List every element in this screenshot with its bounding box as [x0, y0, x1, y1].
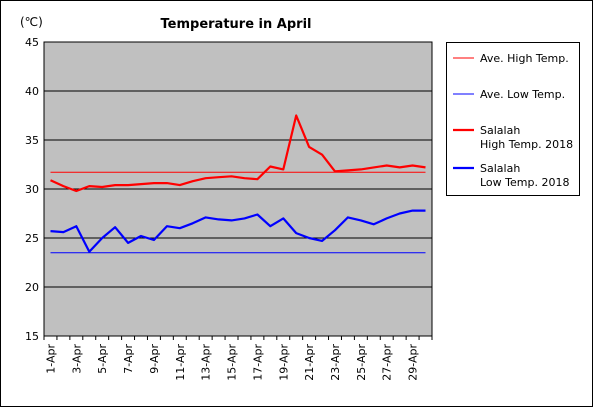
legend-label: Ave. Low Temp.: [480, 88, 565, 101]
x-tick-label: 23-Apr: [329, 344, 342, 381]
y-tick-label: 25: [25, 232, 39, 245]
series-line-3: [50, 209, 426, 253]
x-tick-label: 11-Apr: [174, 344, 187, 381]
legend-label: High Temp. 2018: [480, 138, 573, 151]
legend-label: Salalah: [480, 162, 520, 175]
x-tick-label: 25-Apr: [355, 344, 368, 381]
y-tick-label: 20: [25, 281, 39, 294]
y-tick-label: 40: [25, 85, 39, 98]
x-tick-label: 19-Apr: [277, 344, 290, 381]
y-tick-label: 15: [25, 330, 39, 343]
y-tick-label: 35: [25, 134, 39, 147]
legend-box: [446, 42, 580, 196]
x-tick-label: 21-Apr: [303, 344, 316, 381]
x-tick-label: 17-Apr: [251, 344, 264, 381]
x-tick-label: 27-Apr: [381, 344, 394, 381]
x-tick-label: 3-Apr: [70, 344, 83, 374]
x-tick-label: 9-Apr: [148, 344, 161, 374]
x-tick-label: 7-Apr: [122, 344, 135, 374]
x-tick-label: 5-Apr: [96, 344, 109, 374]
x-axis-ticks: 1-Apr 3-Apr 5-Apr 7-Apr 9-Apr 11-Apr 13-Apr 15-…: [43, 336, 433, 381]
x-tick-label: 15-Apr: [226, 344, 239, 381]
legend: Ave. High Temp.Ave. Low Temp.SalalahHigh…: [453, 52, 573, 189]
chart-title: Temperature in April: [161, 17, 312, 32]
legend-label: Salalah: [480, 124, 520, 137]
series-line-2: [50, 114, 426, 193]
x-tick-label: 1-Apr: [44, 344, 57, 374]
x-tick-label: 29-Apr: [407, 344, 420, 381]
legend-label: Low Temp. 2018: [480, 176, 569, 189]
unit-label: (℃): [20, 15, 43, 29]
legend-label: Ave. High Temp.: [480, 52, 569, 65]
series-lines: [50, 114, 426, 254]
y-tick-label: 30: [25, 183, 39, 196]
x-tick-label: 13-Apr: [200, 344, 213, 381]
grid-lines: [44, 90, 432, 288]
y-tick-label: 45: [25, 36, 39, 49]
y-axis-ticks: 45 40 35 30 25 20 15: [25, 36, 39, 343]
